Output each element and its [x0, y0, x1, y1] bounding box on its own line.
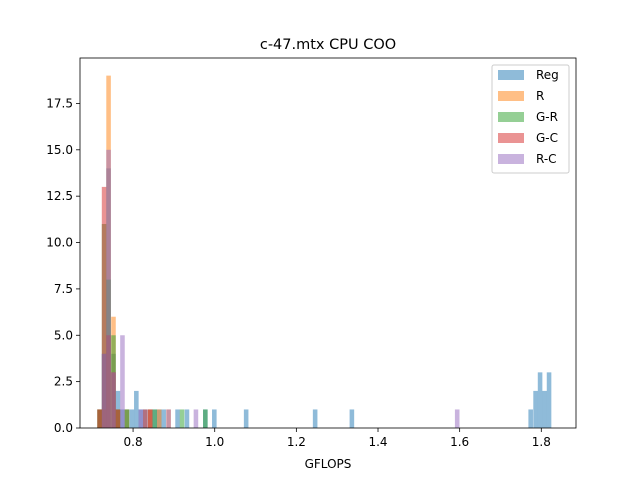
legend-label-g-r: G-R [536, 110, 558, 124]
bar-g-c-1 [101, 186, 107, 428]
y-tick-label: 0.0 [54, 421, 73, 435]
y-tick-label: 10.0 [46, 236, 73, 250]
legend: Reg R G-R G-C R-C [491, 64, 570, 174]
bar-g-r-7 [179, 409, 185, 428]
y-tick-label: 15.0 [46, 143, 73, 157]
bar-r-c-3 [120, 335, 125, 428]
bar-g-c-0 [97, 409, 102, 428]
x-tick-label: 0.8 [124, 435, 143, 449]
bar-r-c-1 [106, 149, 111, 428]
bar-reg-22 [528, 409, 533, 428]
bar-r-7 [156, 409, 162, 428]
legend-swatch-reg [498, 70, 524, 80]
bar-g-r-8 [203, 409, 208, 428]
legend-label-reg: Reg [536, 68, 559, 82]
bar-reg-20 [312, 409, 318, 428]
bar-g-r-6 [152, 409, 157, 428]
x-tick-label: 1.4 [368, 435, 387, 449]
legend-swatch-r [498, 91, 524, 101]
bar-g-c-4 [115, 409, 121, 428]
bar-reg-21 [349, 409, 355, 428]
legend-swatch-g-r [498, 112, 524, 122]
bar-g-c-5 [143, 409, 148, 428]
bar-r-c-5 [166, 409, 171, 428]
legend-label-r-c: R-C [536, 152, 557, 166]
x-axis-label: GFLOPS [305, 457, 352, 471]
chart-title: c-47.mtx CPU COO [260, 37, 396, 53]
x-tick-label: 1.8 [532, 435, 551, 449]
bars-layer [97, 75, 552, 428]
x-tick-label: 1.6 [450, 435, 469, 449]
bar-reg-4 [115, 390, 121, 428]
bar-reg-25 [542, 390, 547, 428]
y-tick-label: 7.5 [54, 282, 73, 296]
bar-reg-23 [533, 390, 538, 428]
bar-r-c-7 [454, 409, 460, 428]
bar-reg-15 [175, 409, 180, 428]
x-tick-label: 1.0 [205, 435, 224, 449]
bar-r-c-2 [111, 372, 116, 428]
ticks-layer: 0.8 1.0 1.2 1.4 1.6 1.8 0.0 2.5 5.0 7.5 10.0 12.5 15… [46, 96, 551, 449]
y-tick-label: 12.5 [46, 189, 73, 203]
bar-reg-8 [134, 390, 139, 428]
bar-r-c-0 [101, 353, 107, 428]
legend-label-r: R [536, 89, 544, 103]
bar-reg-18 [212, 409, 217, 428]
bar-reg-19 [243, 409, 249, 428]
y-tick-label: 17.5 [46, 96, 73, 110]
y-tick-label: 5.0 [54, 328, 73, 342]
legend-swatch-r-c [498, 154, 524, 164]
bar-reg-26 [546, 372, 552, 428]
y-tick-label: 2.5 [54, 375, 73, 389]
plot-frame [79, 57, 577, 429]
legend-swatch-g-c [498, 133, 524, 143]
legend-label-g-c: G-C [536, 131, 558, 145]
bar-reg-24 [537, 372, 543, 428]
bar-r-c-6 [193, 409, 199, 428]
bar-g-r-5 [124, 409, 130, 428]
bar-reg-14 [161, 409, 166, 428]
bar-g-c-6 [147, 409, 153, 428]
bar-reg-7 [129, 409, 135, 428]
x-tick-label: 1.2 [287, 435, 306, 449]
bar-reg-16 [184, 409, 190, 428]
bar-r-c-4 [138, 409, 144, 428]
